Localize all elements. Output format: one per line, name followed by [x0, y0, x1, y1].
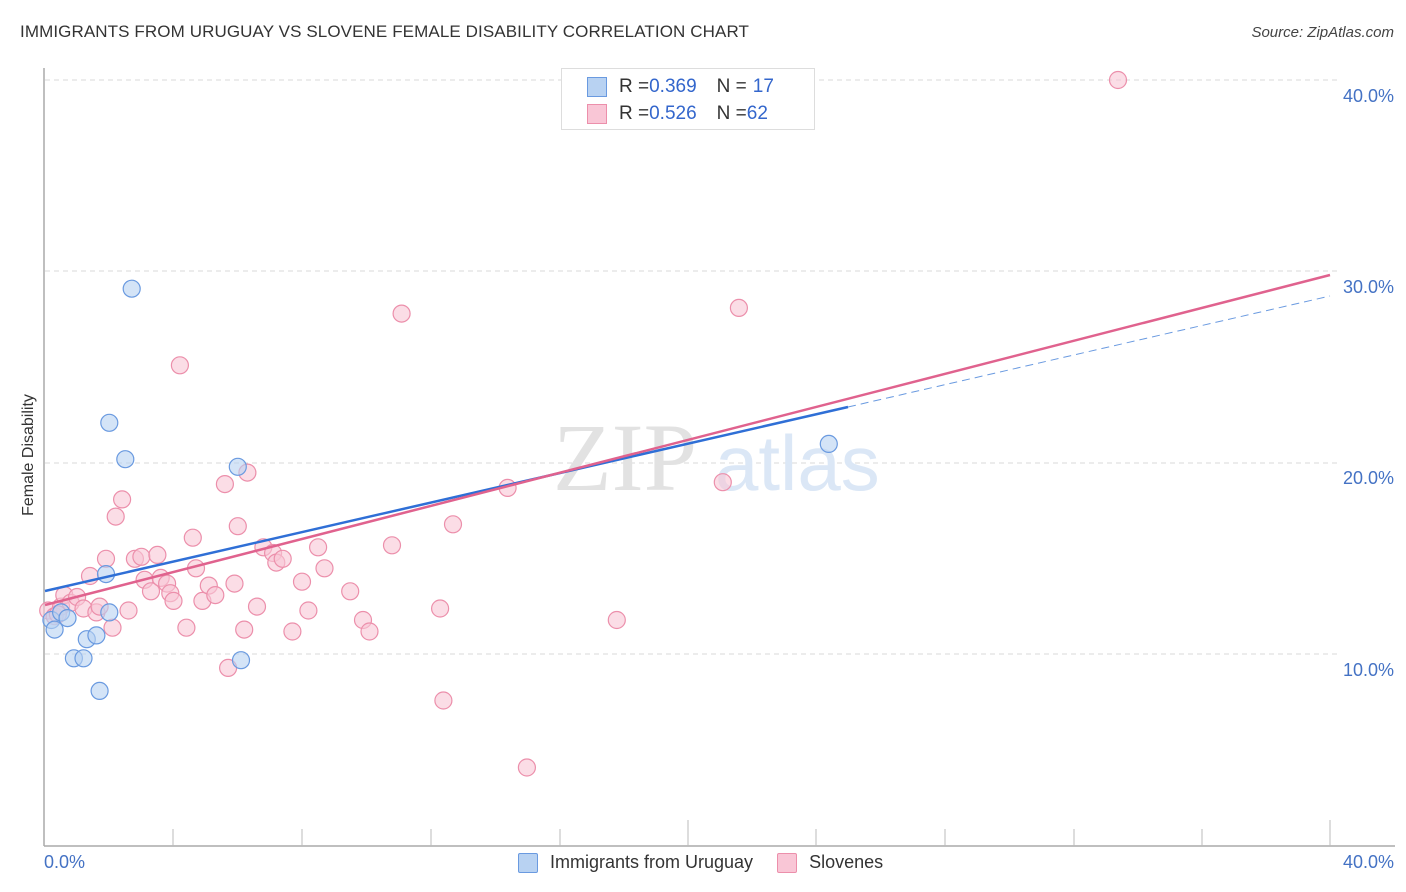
slovenes-point [206, 585, 225, 605]
slovenes-point [315, 559, 334, 578]
uruguay-point [231, 651, 251, 670]
svg-text:atlas: atlas [715, 419, 880, 507]
x-tick-40: 40.0% [1342, 852, 1394, 872]
slovenes-point [106, 507, 125, 526]
legend-item-uruguay[interactable]: Immigrants from Uruguay [518, 852, 753, 873]
slovenes-point [225, 574, 244, 593]
slovenes-point [392, 304, 411, 323]
slovenes-point [170, 356, 189, 375]
slovenes-point [103, 618, 122, 637]
legend-label: Immigrants from Uruguay [550, 852, 754, 872]
slovenes-point [183, 528, 202, 547]
r-value: 0.526 [649, 103, 697, 124]
slovenes-swatch [587, 104, 607, 124]
uruguay-swatch [587, 77, 607, 97]
y-tick-30: 30.0% [1342, 277, 1394, 297]
slovenes-point [283, 622, 302, 641]
r-label: R = [619, 103, 650, 124]
r-label: R = [619, 76, 650, 97]
x-tick-0: 0.0% [44, 852, 86, 872]
chart-title: IMMIGRANTS FROM URUGUAY VS SLOVENE FEMAL… [20, 22, 749, 41]
slovenes-point [443, 515, 463, 534]
n-label: N = [716, 103, 747, 124]
uruguay-point [45, 620, 64, 639]
slovenes-point [292, 572, 312, 591]
slovenes-point [148, 545, 167, 565]
slovenes-point [112, 490, 132, 509]
slovenes-point [235, 620, 254, 639]
watermark: ZIP atlas [553, 404, 880, 511]
legend-row-uruguay: R = 0.369 N = 17 [587, 75, 774, 99]
uruguay-point [58, 608, 77, 628]
slovenes-point [132, 547, 151, 566]
x-tick-marks [172, 820, 1331, 846]
slovenes-point [177, 618, 196, 637]
n-value: 62 [746, 103, 768, 124]
slovenes-trend-line [44, 273, 1331, 607]
uruguay-point [87, 626, 106, 645]
uruguay-point [74, 649, 93, 668]
uruguay-point [100, 413, 119, 432]
y-tick-20: 20.0% [1342, 468, 1394, 488]
source-label: Source: ZipAtlas.com [1251, 24, 1394, 41]
uruguay-point [116, 450, 135, 469]
slovenes-point [517, 758, 537, 777]
slovenes-point [309, 538, 328, 557]
n-label: N = [716, 76, 747, 97]
legend-stats: R = 0.369 N = 17 R = 0.526 N = 62 [561, 68, 815, 130]
uruguay-point [96, 564, 116, 584]
slovenes-point [164, 591, 183, 611]
uruguay-swatch [518, 852, 538, 873]
uruguay-point [122, 279, 141, 298]
slovenes-point [713, 473, 732, 492]
y-tick-10: 10.0% [1342, 660, 1394, 680]
legend-item-slovenes[interactable]: Slovenes [777, 852, 883, 873]
uruguay-point [228, 457, 247, 476]
uruguay-point [819, 434, 838, 453]
slovenes-point [431, 599, 450, 618]
slovenes-point [141, 582, 161, 601]
uruguay-trend-line [44, 405, 849, 593]
slovenes-point [382, 536, 402, 555]
legend-row-slovenes: R = 0.526 N = 62 [587, 102, 768, 126]
slovenes-point [273, 549, 292, 568]
slovenes-point [341, 582, 360, 601]
legend-series: Immigrants from Uruguay Slovenes [518, 852, 907, 873]
slovenes-point [299, 601, 318, 620]
uruguay-point [90, 681, 109, 701]
gridlines [45, 79, 1340, 655]
slovenes-point [119, 601, 138, 620]
slovenes-point [607, 610, 626, 630]
uruguay-trend-dashed [847, 295, 1331, 408]
slovenes-point [434, 691, 453, 710]
slovenes-point [228, 517, 247, 536]
r-value: 0.369 [649, 76, 697, 97]
slovenes-point [215, 475, 234, 494]
n-value: 17 [752, 76, 774, 97]
y-tick-40: 40.0% [1342, 86, 1394, 106]
uruguay-points [42, 279, 838, 701]
slovenes-point [729, 298, 749, 317]
slovenes-point [1108, 70, 1128, 90]
uruguay-point [100, 603, 119, 622]
slovenes-point [360, 622, 379, 641]
slovenes-point [96, 549, 116, 568]
slovenes-point [247, 597, 267, 616]
slovenes-swatch [777, 852, 798, 873]
legend-label: Slovenes [809, 852, 884, 872]
